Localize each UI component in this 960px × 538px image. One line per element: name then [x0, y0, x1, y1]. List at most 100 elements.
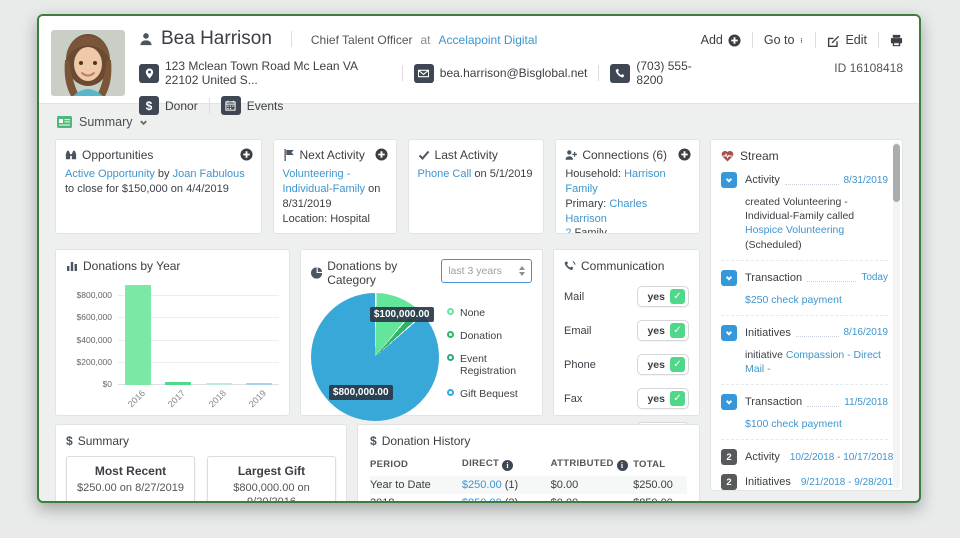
household-link[interactable]: Harrison Family: [565, 168, 666, 195]
stream-item-type: Initiatives: [745, 326, 791, 339]
info-icon[interactable]: i: [502, 460, 514, 471]
toggle-value: yes: [647, 358, 665, 371]
scrollbar-track[interactable]: [893, 142, 900, 488]
user-plus-icon: [565, 150, 578, 160]
add-opportunity-button[interactable]: [239, 148, 253, 166]
detail-text: created Volunteering - Individual-Family…: [745, 196, 855, 223]
printer-icon: [890, 34, 903, 46]
divider: [401, 65, 403, 81]
add-button[interactable]: Add: [701, 33, 741, 47]
amount-link[interactable]: $250.00: [461, 479, 502, 491]
stream-item-date[interactable]: 9/21/2018 - 9/28/2018: [800, 476, 899, 488]
mail-toggle[interactable]: yes ✓: [637, 286, 689, 307]
company-link[interactable]: Accelapoint Digital: [438, 33, 538, 47]
legend-label: Event Registration: [460, 353, 517, 378]
next-activity-link[interactable]: Volunteering - Individual-Family: [282, 168, 366, 195]
pie-data-label: $100,000.00: [369, 307, 434, 323]
stream-item-date[interactable]: 8/31/2019: [843, 174, 889, 186]
stream-item-date[interactable]: 10/2/2018 - 10/17/2018: [789, 451, 894, 463]
stream-item-date[interactable]: Today: [861, 272, 888, 284]
year-chart-plot: [118, 285, 279, 385]
divider: [598, 65, 600, 81]
print-button[interactable]: [890, 34, 903, 47]
last-activity-link[interactable]: Phone Call: [417, 168, 472, 180]
divider: [815, 32, 817, 48]
opportunity-link[interactable]: Active Opportunity: [65, 168, 155, 180]
info-icon[interactable]: i: [616, 460, 628, 471]
spinner-icon: [519, 266, 525, 276]
channel-label: Fax: [564, 392, 583, 405]
donor-tag[interactable]: Donor: [165, 98, 198, 113]
events-tag[interactable]: Events: [246, 98, 284, 113]
family-count-link[interactable]: 2: [565, 227, 572, 234]
calendar-icon: [220, 96, 241, 115]
col-header: PERIOD: [370, 459, 409, 470]
expand-toggle[interactable]: [721, 172, 737, 188]
panel-title: Donation History: [381, 434, 471, 448]
phone-volume-icon: [564, 261, 576, 271]
divider: [208, 97, 210, 114]
summary-section-toggle[interactable]: Summary: [55, 104, 903, 139]
money-summary-panel: $ Summary Most Recent $250.00 on 8/27/20…: [55, 424, 347, 503]
stream-item: Transaction Today $250 check payment: [721, 269, 888, 316]
last-activity-card: Last Activity Phone Call on 5/1/2019: [407, 139, 545, 234]
flag-icon: [284, 149, 294, 161]
period-cell: 2018: [370, 497, 395, 503]
bar-chart-icon: [67, 262, 77, 271]
detail-link[interactable]: $100 check payment: [745, 418, 842, 431]
stream-item: Activity 8/31/2019 created Volunteering …: [721, 172, 888, 261]
card-title-label: Opportunities: [82, 148, 154, 162]
add-activity-button[interactable]: [375, 148, 388, 166]
stream-item-date[interactable]: 8/16/2019: [843, 327, 889, 339]
fax-toggle[interactable]: yes ✓: [637, 388, 689, 409]
next-activity-card: Next Activity Volunteering - Individual-…: [272, 139, 397, 234]
total-cell: $250.00: [633, 476, 687, 494]
primary-contact-link[interactable]: Charles Harrison: [565, 197, 648, 225]
separator: [721, 384, 888, 386]
dollar-icon: $: [370, 434, 377, 448]
col-header: TOTAL: [633, 459, 666, 470]
check-icon: [418, 150, 429, 160]
card-text: Family: [571, 227, 607, 234]
contact-name: Bea Harrison: [161, 28, 272, 49]
expand-toggle[interactable]: [721, 269, 737, 286]
scrollbar-thumb[interactable]: [893, 144, 900, 202]
card-text: by: [154, 168, 173, 180]
amount-link[interactable]: $850.00: [461, 497, 502, 503]
goto-button[interactable]: Go to: [764, 33, 805, 47]
edit-pencil-icon: [828, 35, 840, 47]
channel-label: Mail: [564, 290, 585, 303]
detail-link[interactable]: Compassion - Direct Mail -: [745, 348, 881, 376]
expand-toggle[interactable]: [721, 394, 737, 411]
phone-toggle[interactable]: yes ✓: [637, 354, 689, 375]
opportunities-card: Opportunities Active Opportunity by Joan…: [55, 139, 262, 234]
kebab-menu-icon: [801, 37, 803, 43]
stream-item-date[interactable]: 11/5/2018: [844, 396, 888, 408]
date-range-select[interactable]: last 3 years: [441, 259, 532, 283]
separator: [721, 439, 888, 441]
at-label: at: [420, 33, 431, 47]
sum-card-title: Largest Gift: [237, 464, 306, 478]
toggle-value: yes: [647, 290, 665, 303]
expand-toggle[interactable]: [721, 324, 737, 341]
legend-dot: [447, 389, 454, 397]
add-connection-button[interactable]: [678, 148, 691, 166]
expand-toggle[interactable]: 2: [721, 474, 737, 490]
direct-cell: $850.00 (2): [461, 494, 551, 503]
edit-button[interactable]: Edit: [827, 33, 867, 47]
email-toggle[interactable]: yes ✓: [637, 320, 689, 341]
detail-link[interactable]: $250 check payment: [745, 293, 842, 306]
communication-row: Email yes ✓: [564, 320, 689, 341]
dollar-icon: $: [66, 434, 73, 448]
contact-header: Bea Harrison Chief Talent Officer at Acc…: [39, 16, 919, 115]
opportunity-owner-link[interactable]: Joan Fabulous: [172, 168, 245, 180]
legend-dot: [447, 354, 454, 362]
address: 123 Mclean Town Road Mc Lean VA 22102 Un…: [165, 59, 358, 87]
detail-link[interactable]: Hospice Volunteering: [745, 224, 845, 237]
card-text: to close for $150,000 on 4/4/2019: [65, 182, 229, 195]
pie-chart-icon: [311, 267, 323, 279]
expand-toggle[interactable]: 2: [721, 449, 737, 466]
stream-item-detail: created Volunteering - Individual-Family…: [745, 195, 886, 252]
sum-card-value: $800,000.00 on 9/20/2016: [233, 482, 310, 503]
period-cell: Year to Date: [370, 476, 462, 494]
